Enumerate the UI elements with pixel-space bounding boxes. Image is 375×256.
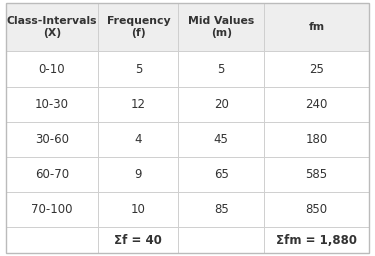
Text: 0-10: 0-10 xyxy=(39,62,65,76)
Text: 12: 12 xyxy=(131,98,146,111)
Text: 240: 240 xyxy=(306,98,328,111)
Bar xyxy=(98,87,178,122)
Bar xyxy=(98,3,178,51)
Bar xyxy=(264,192,369,227)
Bar xyxy=(6,3,98,51)
Text: 25: 25 xyxy=(309,62,324,76)
Text: 9: 9 xyxy=(135,168,142,181)
Text: 70-100: 70-100 xyxy=(31,203,73,216)
Bar xyxy=(98,192,178,227)
Bar xyxy=(98,51,178,87)
Text: 180: 180 xyxy=(306,133,328,146)
Bar xyxy=(264,122,369,157)
Bar xyxy=(178,157,264,192)
Bar xyxy=(264,51,369,87)
Bar xyxy=(264,157,369,192)
Text: fm: fm xyxy=(309,22,325,32)
Text: 850: 850 xyxy=(306,203,328,216)
Bar xyxy=(98,227,178,253)
Bar xyxy=(178,51,264,87)
Text: 585: 585 xyxy=(306,168,328,181)
Text: 5: 5 xyxy=(135,62,142,76)
Bar xyxy=(264,87,369,122)
Bar xyxy=(264,3,369,51)
Bar xyxy=(6,157,98,192)
Bar xyxy=(178,122,264,157)
Bar xyxy=(178,192,264,227)
Text: 5: 5 xyxy=(217,62,225,76)
Text: Class-Intervals
(X): Class-Intervals (X) xyxy=(7,16,97,38)
Text: Frequency
(f): Frequency (f) xyxy=(106,16,170,38)
Bar xyxy=(98,157,178,192)
Text: 20: 20 xyxy=(214,98,229,111)
Text: 65: 65 xyxy=(214,168,229,181)
Text: 60-70: 60-70 xyxy=(35,168,69,181)
Text: 30-60: 30-60 xyxy=(35,133,69,146)
Bar xyxy=(178,227,264,253)
Bar xyxy=(98,122,178,157)
Text: 45: 45 xyxy=(214,133,229,146)
Bar xyxy=(6,51,98,87)
Bar xyxy=(6,227,98,253)
Text: 85: 85 xyxy=(214,203,228,216)
Bar xyxy=(178,87,264,122)
Text: Mid Values
(m): Mid Values (m) xyxy=(188,16,254,38)
Bar xyxy=(6,87,98,122)
Bar xyxy=(6,122,98,157)
Text: 10: 10 xyxy=(131,203,146,216)
Text: 4: 4 xyxy=(135,133,142,146)
Bar xyxy=(264,227,369,253)
Bar xyxy=(6,192,98,227)
Text: Σf = 40: Σf = 40 xyxy=(114,234,162,247)
Text: Σfm = 1,880: Σfm = 1,880 xyxy=(276,234,357,247)
Text: 10-30: 10-30 xyxy=(35,98,69,111)
Bar xyxy=(178,3,264,51)
